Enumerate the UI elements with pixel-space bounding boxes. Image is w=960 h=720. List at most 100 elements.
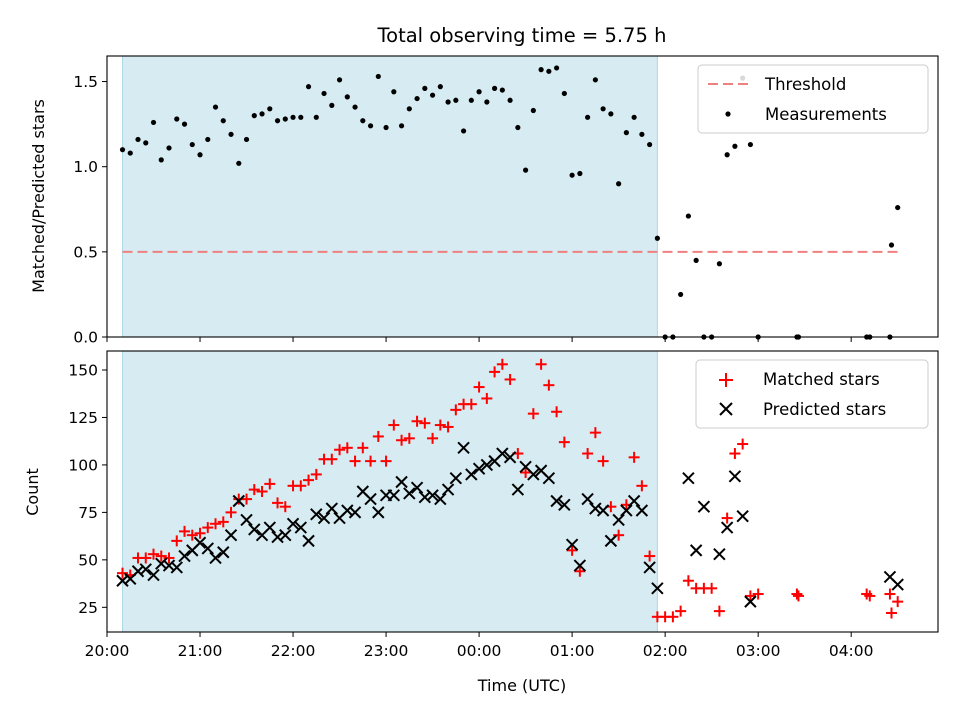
matched-star-point <box>504 373 516 385</box>
bottom-axes-frame <box>106 350 939 633</box>
legend-measurements-label: Measurements <box>765 105 887 124</box>
matched-star-point <box>473 381 485 393</box>
y-tick-label: 0.5 <box>73 243 98 261</box>
measurement-point <box>623 130 629 136</box>
matched-star-point <box>543 379 555 391</box>
x-tick-label: 04:00 <box>829 642 874 660</box>
matched-star-point <box>589 427 601 439</box>
measurement-point <box>647 141 653 148</box>
predicted-star-point <box>426 489 439 502</box>
predicted-star-point <box>496 447 509 460</box>
measurement-point <box>491 85 498 91</box>
matched-star-point <box>884 588 896 600</box>
predicted-star-point <box>728 470 742 483</box>
matched-star-point <box>140 552 152 564</box>
measurement-point <box>220 118 226 124</box>
measurement-point <box>344 94 350 100</box>
matched-star-point <box>574 565 586 577</box>
measurement-point <box>716 261 722 267</box>
matched-star-point <box>737 438 749 450</box>
predicted-star-point <box>480 458 494 472</box>
measurement-point <box>685 213 691 219</box>
measurement-point <box>282 116 288 122</box>
matched-star-point <box>558 436 570 448</box>
matched-star-point <box>179 525 191 537</box>
top-y-ticks: 0.0 0.5 1.0 1.5 <box>73 73 107 347</box>
predicted-star-point <box>503 451 517 464</box>
matched-star-point <box>496 358 508 370</box>
predicted-star-point <box>403 487 416 500</box>
matched-star-point <box>326 453 338 465</box>
predicted-star-point <box>240 513 253 527</box>
matched-star-point <box>264 478 276 490</box>
matched-star-point <box>706 582 718 594</box>
measurement-point <box>243 136 250 143</box>
predicted-star-point <box>170 561 183 574</box>
bottom-legend: Matched stars Predicted stars <box>695 359 929 429</box>
measurement-point <box>577 170 583 177</box>
measurement-point <box>569 172 575 178</box>
predicted-star-point <box>643 561 656 574</box>
predicted-star-point <box>348 506 362 519</box>
matched-star-point <box>434 419 446 431</box>
matched-star-point <box>155 550 167 562</box>
predicted-star-point <box>573 559 587 572</box>
predicted-star-point <box>550 494 563 508</box>
measurement-point <box>453 97 459 103</box>
measurement-point <box>639 131 645 137</box>
top-observing-window <box>122 55 658 338</box>
predicted-star-point <box>596 504 610 517</box>
matched-star-point <box>349 455 361 467</box>
top-panel: 0.0 0.5 1.0 1.5 Matched/Predicted stars Thr… <box>29 55 939 347</box>
matched-star-point <box>256 486 268 497</box>
measurement-point <box>352 104 358 110</box>
measurement-point <box>267 106 273 112</box>
matched-star-point <box>357 442 369 454</box>
measurement-point <box>158 157 164 163</box>
matched-star-point <box>520 467 532 479</box>
predicted-star-point <box>139 563 152 576</box>
matched-star-point <box>721 512 733 524</box>
matched-star-point <box>334 444 346 456</box>
predicted-star-point <box>116 574 129 587</box>
predicted-star-point <box>627 494 641 508</box>
matched-star-point <box>535 358 547 370</box>
predicted-star-point <box>147 568 160 582</box>
predicted-star-point <box>410 481 424 494</box>
legend-predicted-label: Predicted stars <box>763 400 886 419</box>
matched-star-point <box>527 408 539 420</box>
predicted-star-point <box>682 472 695 485</box>
predicted-star-point <box>465 468 478 481</box>
bottom-y-ticks: 25 50 75 100 125 150 <box>68 361 107 617</box>
matched-star-point <box>864 590 876 602</box>
x-tick-label: 00:00 <box>457 642 502 660</box>
measurement-point <box>383 124 389 131</box>
matched-star-point <box>582 448 594 460</box>
predicted-star-point <box>527 468 540 481</box>
bottom-panel: 25 50 75 100 125 150 20:00 21:00 22:00 23:00 00:0… <box>23 350 939 695</box>
predicted-star-point <box>589 502 602 515</box>
measurement-point <box>313 114 319 120</box>
matched-star-point <box>566 544 578 556</box>
measurement-point <box>189 141 195 148</box>
measurement-point <box>499 87 505 93</box>
top-y-axis-label: Matched/Predicted stars <box>29 99 48 293</box>
predicted-star-point <box>279 528 292 542</box>
matched-star-point <box>388 419 400 431</box>
predicted-star-point <box>651 582 664 595</box>
measurement-point <box>507 97 513 103</box>
y-tick-label: 125 <box>68 409 98 427</box>
matched-star-point <box>613 529 625 541</box>
measurement-point <box>205 136 211 143</box>
matched-star-point <box>481 392 493 404</box>
top-axes-frame <box>106 55 939 338</box>
matched-star-point <box>279 501 291 513</box>
matched-star-point <box>667 611 679 623</box>
matched-star-point <box>171 535 183 547</box>
y-tick-label: 0.0 <box>73 329 98 347</box>
y-tick-label: 150 <box>68 361 98 379</box>
measurement-point <box>398 123 405 129</box>
predicted-star-point <box>434 492 447 506</box>
predicted-star-point <box>162 559 176 572</box>
matched-star-point <box>682 575 694 587</box>
